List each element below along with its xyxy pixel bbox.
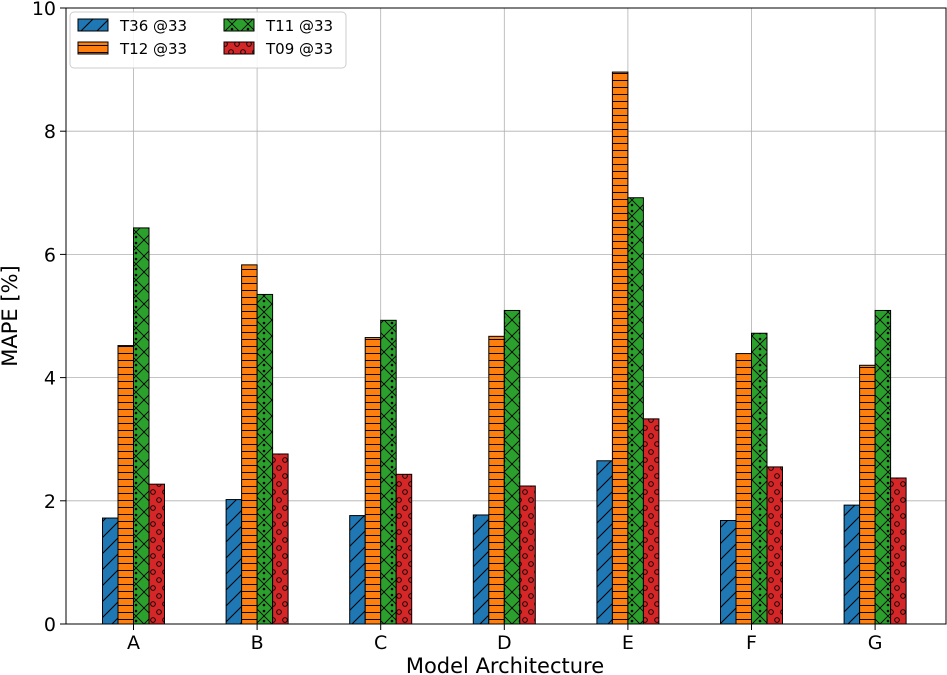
bar-hatch <box>395 473 413 624</box>
y-tick-label: 0 <box>44 614 56 636</box>
y-axis-ticks: 0 2 4 6 8 10 <box>32 0 66 636</box>
bar-hatch <box>133 227 150 624</box>
legend-label: T11 @33 <box>265 17 333 35</box>
bar-t11-e <box>627 197 644 624</box>
bar-t09-e <box>642 418 660 624</box>
legend-swatch-hatch <box>77 18 109 32</box>
y-tick-label: 8 <box>44 121 56 143</box>
x-tick-label: A <box>127 632 140 654</box>
bar-hatch <box>890 477 907 624</box>
bar-hatch <box>380 319 397 624</box>
bar-t12-d <box>488 335 505 624</box>
x-axis-ticks: A B C D E F G <box>127 624 882 654</box>
bar-t36-c <box>349 515 366 624</box>
bar-t09-b <box>272 453 289 624</box>
legend-label: T12 @33 <box>119 40 187 58</box>
legend-box <box>69 11 347 69</box>
bar-hatch <box>503 309 521 624</box>
bar-hatch <box>364 337 382 624</box>
bar-hatch <box>519 485 536 624</box>
bar-hatch <box>225 499 243 624</box>
bar-hatch <box>148 483 165 624</box>
bar-hatch <box>256 293 274 624</box>
bar-hatch <box>627 197 644 624</box>
bar-hatch <box>472 514 490 624</box>
bar-t09-c <box>395 473 413 624</box>
bar-t11-g <box>874 309 892 624</box>
legend-swatch-hatch <box>223 41 255 55</box>
bars <box>102 71 907 624</box>
bar-hatch <box>720 520 737 624</box>
bar-hatch <box>766 466 783 624</box>
legend-item: T09 @33 <box>223 40 333 58</box>
bar-hatch <box>642 418 660 624</box>
bar-t12-g <box>859 364 876 624</box>
bar-t36-g <box>843 504 861 624</box>
bar-t11-f <box>751 332 768 624</box>
bar-t09-d <box>519 485 536 624</box>
bar-t09-a <box>148 483 165 624</box>
y-tick-label: 6 <box>44 244 56 266</box>
bar-t36-a <box>102 517 119 624</box>
bar-hatch <box>488 335 505 624</box>
legend-item: T12 @33 <box>77 40 187 58</box>
bar-t12-f <box>735 353 752 624</box>
bar-t36-f <box>720 520 737 624</box>
bar-hatch <box>241 264 258 624</box>
x-tick-label: E <box>622 632 634 654</box>
bar-t11-a <box>133 227 150 624</box>
bar-t12-e <box>611 71 629 624</box>
bar-hatch <box>611 71 629 624</box>
bar-t12-c <box>364 337 382 624</box>
x-tick-label: B <box>251 632 264 654</box>
legend-label: T36 @33 <box>119 17 187 35</box>
bar-t36-b <box>225 499 243 624</box>
bar-hatch <box>596 460 613 624</box>
legend-item: T11 @33 <box>223 17 333 35</box>
y-tick-label: 10 <box>32 0 56 20</box>
x-tick-label: C <box>374 632 387 654</box>
plot-frame <box>65 7 947 625</box>
bar-hatch <box>117 345 134 624</box>
bar-t09-g <box>890 477 907 624</box>
x-tick-label: F <box>746 632 757 654</box>
bar-t36-d <box>472 514 490 624</box>
y-tick-label: 2 <box>44 491 56 513</box>
bar-t09-f <box>766 466 783 624</box>
legend-label: T09 @33 <box>265 40 333 58</box>
bar-hatch <box>859 364 876 624</box>
bar-t11-d <box>503 309 521 624</box>
bar-hatch <box>843 504 861 624</box>
bar-hatch <box>874 309 892 624</box>
bar-hatch <box>349 515 366 624</box>
legend-item: T36 @33 <box>77 17 187 35</box>
bar-t11-c <box>380 319 397 624</box>
bar-hatch <box>735 353 752 624</box>
bar-t12-b <box>241 264 258 624</box>
y-axis-label: MAPE [%] <box>0 265 22 366</box>
bar-t12-a <box>117 345 134 624</box>
legend-swatch-hatch <box>223 18 255 32</box>
x-tick-label: D <box>497 632 512 654</box>
bar-hatch <box>751 332 768 624</box>
bar-hatch <box>102 517 119 624</box>
legend-swatch-hatch <box>77 41 109 55</box>
bar-t36-e <box>596 460 613 624</box>
bar-t11-b <box>256 293 274 624</box>
y-tick-label: 4 <box>44 368 56 390</box>
bar-hatch <box>272 453 289 624</box>
x-axis-label: Model Architecture <box>406 654 604 675</box>
x-tick-label: G <box>868 632 883 654</box>
legend: T36 @33 T12 @33 T11 @33 T09 @33 <box>69 11 347 69</box>
